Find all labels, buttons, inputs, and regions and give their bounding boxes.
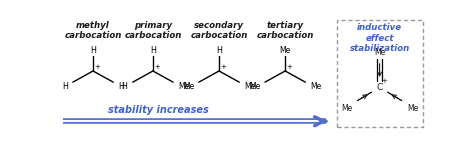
Text: Me: Me: [310, 82, 321, 91]
Text: +: +: [382, 78, 387, 84]
Text: H: H: [122, 82, 128, 91]
Text: Me: Me: [341, 104, 352, 113]
Text: Me: Me: [183, 82, 194, 91]
FancyBboxPatch shape: [337, 20, 423, 127]
Text: Me: Me: [178, 82, 189, 91]
Text: primary
carbocation: primary carbocation: [124, 21, 182, 40]
Text: Me: Me: [407, 104, 418, 113]
Text: Me: Me: [374, 48, 385, 57]
Text: H: H: [90, 46, 96, 55]
Text: secondary
carbocation: secondary carbocation: [191, 21, 248, 40]
Text: stability increases: stability increases: [108, 105, 209, 115]
Text: tertiary
carbocation: tertiary carbocation: [256, 21, 314, 40]
Text: inductive
effect
stabilization: inductive effect stabilization: [349, 23, 410, 54]
Text: +: +: [155, 64, 160, 69]
Text: Me: Me: [249, 82, 260, 91]
Text: methyl
carbocation: methyl carbocation: [64, 21, 122, 40]
Text: H: H: [150, 46, 156, 55]
Text: H: H: [216, 46, 222, 55]
Text: Me: Me: [280, 46, 291, 55]
Text: +: +: [220, 64, 227, 69]
Text: H: H: [118, 82, 124, 91]
Text: C: C: [376, 83, 383, 92]
Text: +: +: [287, 64, 292, 69]
Text: H: H: [62, 82, 68, 91]
Text: Me: Me: [244, 82, 255, 91]
Text: +: +: [94, 64, 100, 69]
